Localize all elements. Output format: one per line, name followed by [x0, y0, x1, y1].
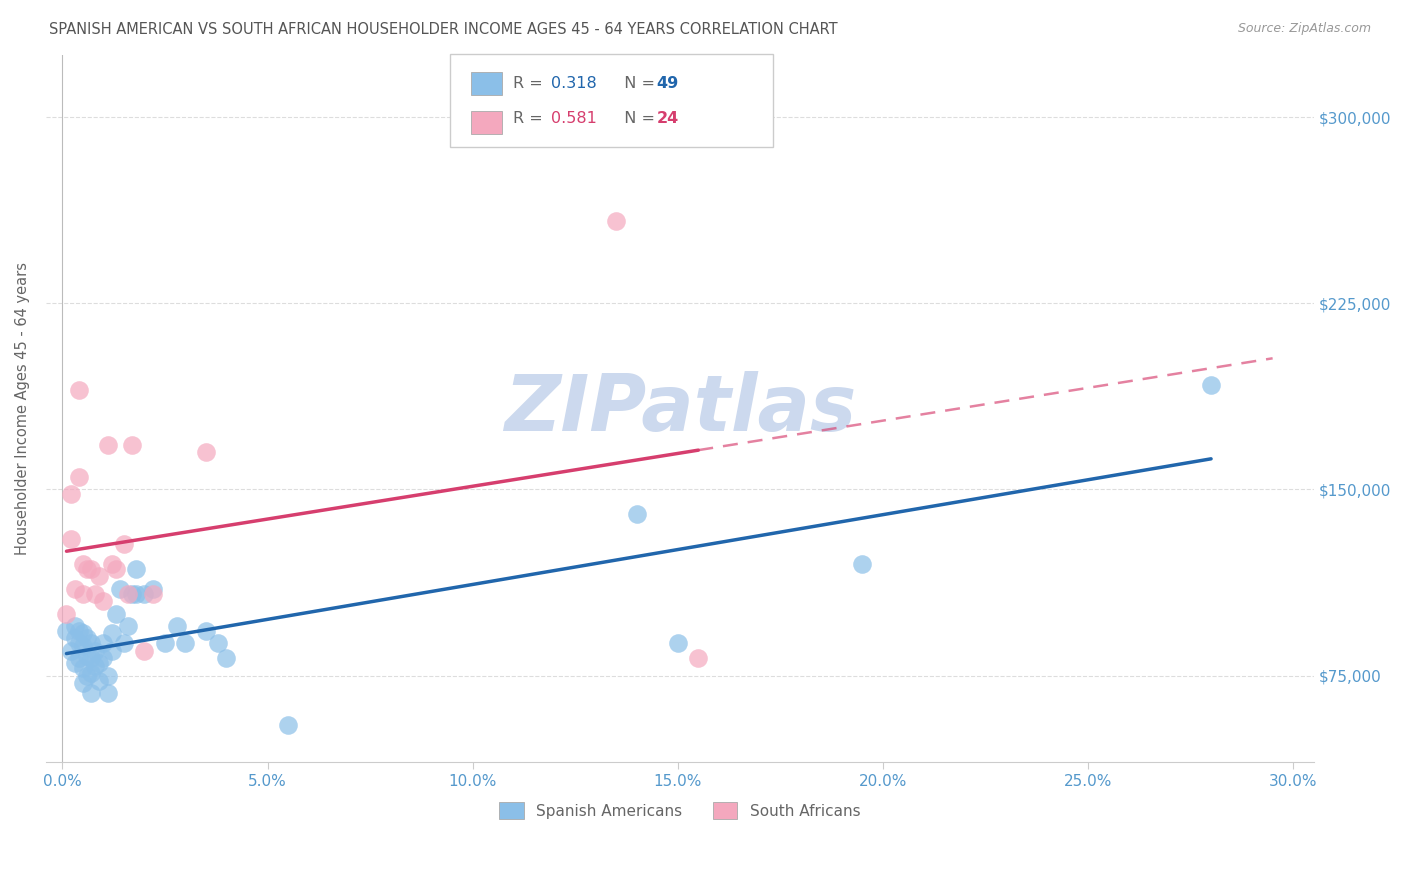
- Point: [96, 438, 118, 452]
- Point: [63, 632, 86, 646]
- Point: [100, 626, 122, 640]
- Point: [605, 214, 627, 228]
- Point: [76, 632, 98, 646]
- Point: [76, 668, 98, 682]
- Text: N =: N =: [614, 111, 661, 126]
- Point: [72, 639, 94, 653]
- Point: [112, 636, 135, 650]
- Text: 49: 49: [657, 76, 679, 91]
- Point: [166, 619, 188, 633]
- Point: [55, 624, 77, 638]
- Point: [626, 508, 648, 522]
- Point: [80, 686, 103, 700]
- Point: [63, 619, 86, 633]
- Point: [215, 651, 238, 665]
- Point: [93, 651, 115, 665]
- Point: [142, 587, 165, 601]
- Point: [72, 676, 94, 690]
- Point: [80, 651, 103, 665]
- Point: [1199, 378, 1222, 392]
- Text: 24: 24: [657, 111, 679, 126]
- Point: [100, 644, 122, 658]
- Point: [84, 644, 107, 658]
- Point: [96, 686, 118, 700]
- Y-axis label: Householder Income Ages 45 - 64 years: Householder Income Ages 45 - 64 years: [15, 262, 30, 556]
- Point: [76, 648, 98, 663]
- Point: [93, 636, 115, 650]
- Point: [93, 594, 115, 608]
- Point: [104, 562, 127, 576]
- Point: [277, 718, 299, 732]
- Point: [112, 537, 135, 551]
- Point: [63, 582, 86, 596]
- Text: R =: R =: [513, 111, 548, 126]
- Point: [688, 651, 710, 665]
- Point: [194, 624, 217, 638]
- Point: [80, 562, 103, 576]
- Point: [59, 532, 82, 546]
- Point: [89, 656, 111, 670]
- Point: [67, 624, 90, 638]
- Point: [100, 557, 122, 571]
- Text: SPANISH AMERICAN VS SOUTH AFRICAN HOUSEHOLDER INCOME AGES 45 - 64 YEARS CORRELAT: SPANISH AMERICAN VS SOUTH AFRICAN HOUSEH…: [49, 22, 838, 37]
- Text: ZIPatlas: ZIPatlas: [503, 371, 856, 447]
- Text: N =: N =: [614, 76, 661, 91]
- Point: [55, 607, 77, 621]
- Point: [174, 636, 197, 650]
- Point: [80, 636, 103, 650]
- Point: [207, 636, 229, 650]
- Point: [96, 668, 118, 682]
- Point: [121, 587, 143, 601]
- Point: [84, 658, 107, 673]
- Point: [117, 619, 139, 633]
- Text: R =: R =: [513, 76, 548, 91]
- Point: [72, 557, 94, 571]
- Point: [89, 569, 111, 583]
- Point: [67, 651, 90, 665]
- Legend: Spanish Americans, South Africans: Spanish Americans, South Africans: [494, 796, 866, 825]
- Point: [67, 470, 90, 484]
- Point: [104, 607, 127, 621]
- Point: [666, 636, 689, 650]
- Point: [121, 438, 143, 452]
- Point: [125, 587, 148, 601]
- Point: [134, 644, 156, 658]
- Point: [194, 445, 217, 459]
- Point: [72, 587, 94, 601]
- Text: 0.318: 0.318: [551, 76, 598, 91]
- Point: [134, 587, 156, 601]
- Point: [76, 562, 98, 576]
- Point: [117, 587, 139, 601]
- Point: [80, 666, 103, 681]
- Text: 0.581: 0.581: [551, 111, 598, 126]
- Point: [72, 626, 94, 640]
- Point: [63, 656, 86, 670]
- Point: [84, 587, 107, 601]
- Point: [67, 636, 90, 650]
- Text: Source: ZipAtlas.com: Source: ZipAtlas.com: [1237, 22, 1371, 36]
- Point: [59, 644, 82, 658]
- Point: [153, 636, 176, 650]
- Point: [142, 582, 165, 596]
- Point: [72, 661, 94, 675]
- Point: [67, 383, 90, 397]
- Point: [108, 582, 131, 596]
- Point: [125, 562, 148, 576]
- Point: [89, 673, 111, 688]
- Point: [59, 487, 82, 501]
- Point: [851, 557, 873, 571]
